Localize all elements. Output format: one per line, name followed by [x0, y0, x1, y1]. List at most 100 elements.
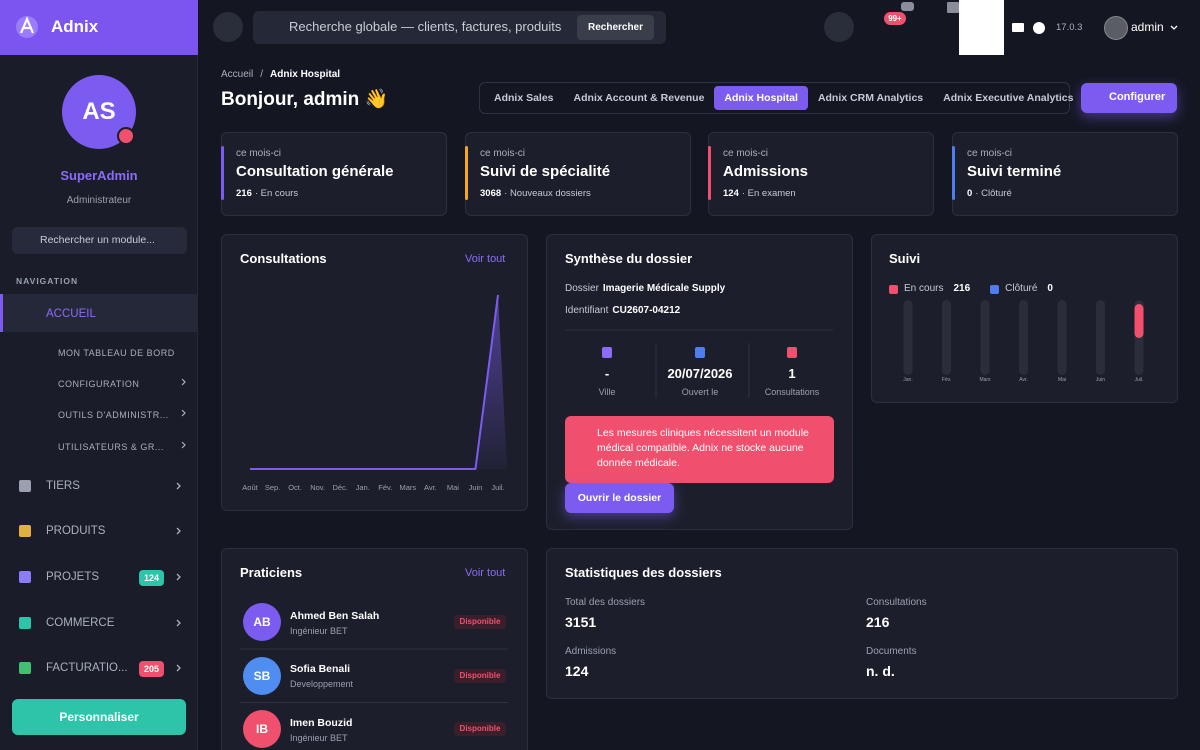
- brand: Adnix: [51, 16, 99, 36]
- kpi-period: ce mois-ci: [236, 148, 282, 159]
- tab[interactable]: Adnix Account & Revenue: [573, 92, 705, 104]
- menu-item[interactable]: PRODUITS: [46, 525, 106, 538]
- theme-toggle[interactable]: [824, 12, 854, 42]
- open-button[interactable]: Ouvrir le dossier: [565, 483, 674, 513]
- customize-button[interactable]: Personnaliser: [12, 699, 186, 735]
- kpi-title: Suivi terminé: [967, 163, 1062, 180]
- submenu-item[interactable]: CONFIGURATION: [58, 378, 140, 389]
- active-row: [0, 294, 198, 332]
- notification-badge[interactable]: 99+: [884, 12, 906, 25]
- calendar-icon: [947, 2, 959, 13]
- kpi-period: ce mois-ci: [723, 148, 769, 159]
- practitioner-name[interactable]: Imen Bouzid: [290, 716, 353, 729]
- menu-item[interactable]: FACTURATIO...: [46, 662, 128, 675]
- x-tick-label: Fév.: [941, 377, 952, 383]
- breadcrumb-item[interactable]: Accueil: [221, 69, 254, 80]
- card-title: Synthèse du dossier: [565, 251, 693, 267]
- user-avatar: [1104, 16, 1128, 40]
- card: [465, 132, 691, 216]
- configure-label: Configurer: [1109, 91, 1166, 104]
- menu-item[interactable]: PROJETS: [46, 571, 100, 584]
- x-tick-label: Fév.: [378, 482, 393, 492]
- field-row: Dossier Imagerie Médicale Supply: [565, 282, 833, 296]
- kpi-period: ce mois-ci: [480, 148, 526, 159]
- submenu-item[interactable]: OUTILS D'ADMINISTR...: [58, 409, 169, 420]
- practitioner-avatar: IB: [243, 710, 281, 748]
- card-link[interactable]: Voir tout: [465, 567, 506, 580]
- x-tick-label: Mai: [446, 482, 459, 492]
- module-search-placeholder: Rechercher un module...: [40, 233, 155, 246]
- alert: [565, 416, 834, 483]
- kpi-detail: 216 · En cours: [236, 187, 436, 201]
- menu-item[interactable]: ACCUEIL: [46, 308, 96, 321]
- tab[interactable]: Adnix Sales: [494, 92, 554, 104]
- stat-value: 20/07/2026: [667, 366, 733, 382]
- stat-value: 216: [866, 613, 890, 630]
- print-icon: [1012, 23, 1024, 32]
- submenu-item[interactable]: UTILISATEURS & GR...: [58, 441, 164, 452]
- kpi-accent: [708, 146, 711, 200]
- submenu-item[interactable]: MON TABLEAU DE BORD: [58, 347, 175, 358]
- x-tick-label: Mars: [979, 377, 991, 383]
- help-icon: [1033, 22, 1045, 34]
- x-tick-label: Mai: [1057, 377, 1067, 383]
- card: [221, 132, 447, 216]
- kpi-accent: [952, 146, 955, 200]
- kpi-note: · En examen: [741, 188, 796, 199]
- stat-label: Documents: [866, 646, 917, 657]
- tab[interactable]: Adnix Executive Analytics: [943, 92, 1074, 104]
- card-title: Praticiens: [240, 565, 303, 581]
- tab-bar: Adnix Sales Adnix Account & Revenue Adnix …: [479, 82, 1073, 114]
- global-search-placeholder: Recherche globale — clients, factures, p…: [289, 19, 562, 35]
- stat-value: 1: [788, 366, 796, 382]
- x-tick-label: Juin: [1095, 377, 1106, 383]
- x-tick-label: Avr.: [423, 482, 437, 492]
- x-tick-label: Avr.: [1019, 377, 1028, 383]
- card-link[interactable]: Voir tout: [465, 253, 506, 266]
- kpi-title: Admissions: [723, 163, 809, 180]
- practitioner-name[interactable]: Ahmed Ben Salah: [290, 609, 380, 622]
- x-tick-label: Juil.: [1134, 377, 1144, 383]
- tab[interactable]: Adnix CRM Analytics: [817, 92, 924, 104]
- stat-label: Admissions: [565, 646, 617, 657]
- search-button[interactable]: Rechercher: [577, 15, 654, 40]
- menu-badge: 205: [139, 661, 164, 677]
- card-title: Suivi: [889, 251, 921, 267]
- stat-value: n. d.: [866, 662, 895, 679]
- nav-heading: NAVIGATION: [16, 275, 79, 286]
- practitioner-role: Ingénieur BET: [290, 625, 348, 636]
- kpi-detail: 0 · Clôturé: [967, 187, 1167, 201]
- menu-item[interactable]: TIERS: [46, 480, 80, 493]
- card: [708, 132, 934, 216]
- status-badge: [117, 127, 135, 145]
- tab[interactable]: Adnix Hospital: [714, 86, 808, 110]
- x-tick-label: Jan.: [355, 482, 370, 492]
- menu-toggle[interactable]: [213, 12, 243, 42]
- field-row: Identifiant CU2607-04212: [565, 304, 833, 318]
- chevron: [1170, 25, 1178, 30]
- breadcrumb-separator: /: [260, 69, 264, 80]
- x-tick-label: Nov.: [310, 482, 326, 492]
- field-value: Imagerie Médicale Supply: [602, 283, 726, 294]
- kpi-note: · Clôturé: [975, 188, 1012, 199]
- stat-label: Ouvert le: [681, 386, 719, 397]
- user-name[interactable]: admin: [1131, 19, 1164, 34]
- x-tick-label: Juil.: [491, 482, 505, 492]
- stat-value: 124: [565, 662, 589, 679]
- status-pill: Disponible: [454, 722, 506, 736]
- practitioner-avatar: AB: [243, 603, 281, 641]
- user-name: SuperAdmin: [60, 168, 138, 184]
- x-tick-label: Mars: [399, 482, 417, 492]
- configure-button[interactable]: [1081, 83, 1177, 113]
- kpi-period: ce mois-ci: [967, 148, 1013, 159]
- practitioner-role: Developpement: [290, 679, 354, 690]
- breadcrumb: Accueil / Adnix Hospital: [221, 68, 471, 82]
- practitioner-name[interactable]: Sofia Benali: [290, 663, 351, 676]
- menu-item[interactable]: COMMERCE: [46, 617, 115, 630]
- kpi-value: 124: [723, 188, 739, 199]
- kpi-title: Consultation générale: [236, 163, 394, 180]
- kpi-title: Suivi de spécialité: [480, 163, 611, 180]
- module-search[interactable]: [12, 227, 187, 254]
